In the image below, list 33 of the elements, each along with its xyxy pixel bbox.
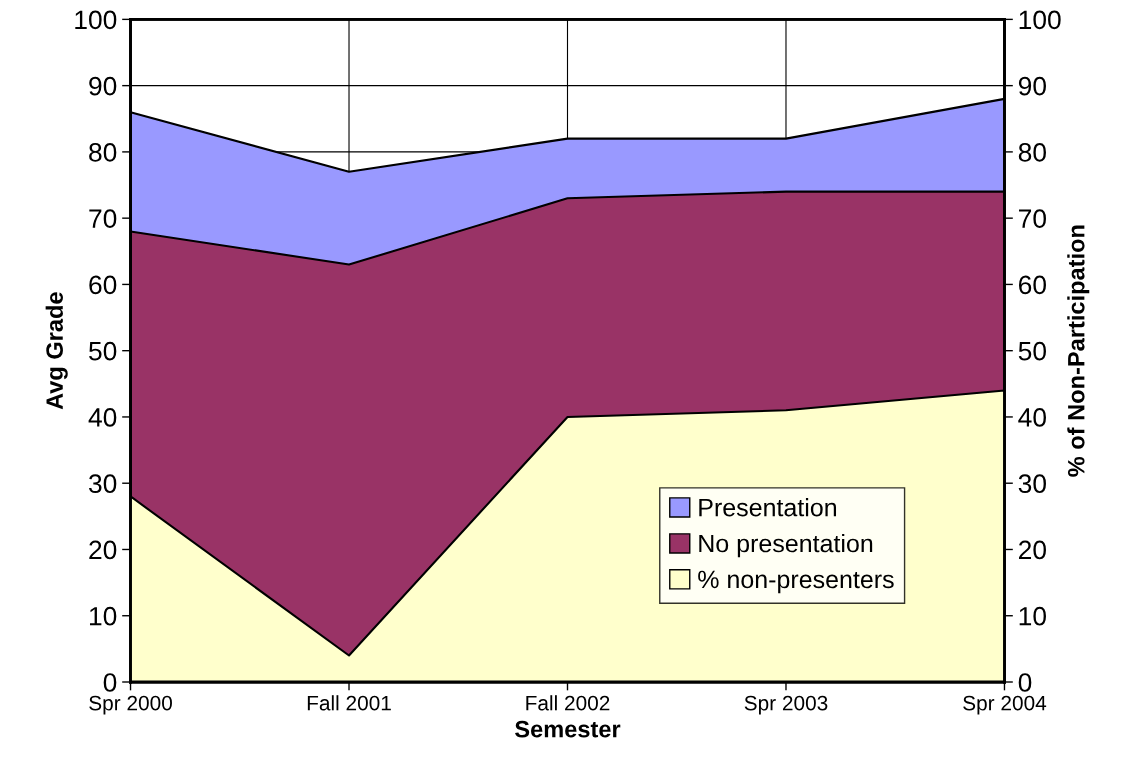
- y2-tick-label: 90: [1018, 76, 1046, 96]
- y2-tick-label: 60: [1019, 275, 1046, 295]
- y-tick-label: 100: [75, 10, 117, 30]
- x-tick-label: Fall 2002: [526, 695, 610, 711]
- y-tick-label: 40: [88, 408, 117, 427]
- x-tick-label: Fall 2001: [307, 695, 391, 711]
- x-tick-label: Spr 2004: [963, 695, 1047, 715]
- legend-label: % non-presenters: [698, 570, 894, 594]
- y2-tick-label: 50: [1018, 341, 1046, 361]
- y-tick-label: 90: [89, 76, 117, 96]
- y-tick-label: 30: [88, 474, 117, 494]
- y2-tick-label: 0: [1018, 673, 1032, 692]
- y2-axis-title: % of Non-Participation: [1067, 225, 1090, 477]
- y2-tick-label: 20: [1019, 540, 1046, 560]
- y-tick-label: 80: [89, 143, 117, 162]
- legend-label: Presentation: [699, 498, 837, 517]
- y2-tick-label: 40: [1018, 408, 1046, 427]
- y-axis-title: Avg Grade: [45, 292, 68, 410]
- y-tick-label: 70: [89, 209, 117, 228]
- y-tick-label: 50: [89, 341, 117, 361]
- y2-tick-label: 70: [1019, 209, 1046, 228]
- y-tick-label: 20: [89, 540, 117, 560]
- y2-tick-label: 30: [1018, 474, 1046, 494]
- y2-tick-label: 100: [1019, 10, 1061, 30]
- y-tick-label: 60: [89, 275, 117, 295]
- legend-label: No presentation: [699, 534, 873, 558]
- y-tick-label: 10: [89, 606, 117, 626]
- y2-tick-label: 80: [1018, 143, 1046, 162]
- x-axis-title: Semester: [515, 720, 621, 738]
- y-tick-label: 0: [103, 673, 117, 692]
- x-tick-label: Spr 2000: [89, 695, 172, 715]
- y2-tick-label: 10: [1019, 606, 1046, 626]
- x-tick-label: Spr 2003: [744, 695, 828, 715]
